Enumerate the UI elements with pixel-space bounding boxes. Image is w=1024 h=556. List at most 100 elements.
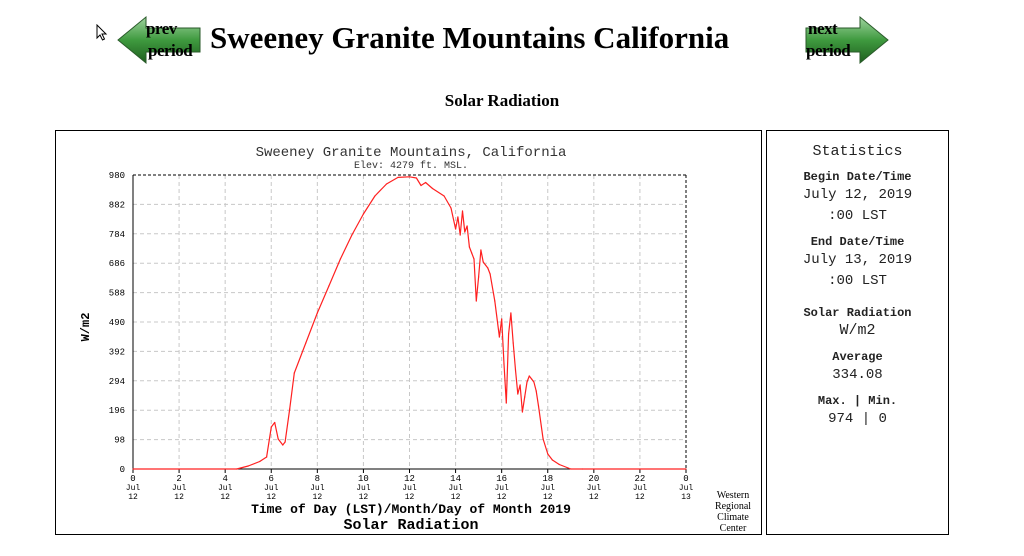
x-axis-label-2: Solar Radiation — [343, 517, 478, 534]
data-point — [473, 258, 475, 260]
x-tick-month: Jul — [172, 484, 187, 493]
x-tick-day: 12 — [497, 493, 507, 502]
data-point — [498, 336, 500, 338]
y-tick-label: 392 — [109, 347, 125, 357]
data-point — [374, 195, 376, 197]
data-point — [454, 228, 457, 230]
page-header: prev period Sweeney Granite Mountains Ca… — [0, 8, 1024, 70]
data-point — [482, 261, 484, 263]
x-tick-day: 12 — [635, 493, 645, 502]
data-point — [517, 393, 519, 395]
wrcc-credit: Western Regional Climate Center — [715, 490, 751, 534]
x-tick-hour: 6 — [269, 474, 274, 484]
y-tick-label: 588 — [109, 289, 125, 299]
prev-period-button[interactable]: prev period — [116, 14, 202, 66]
data-point — [484, 264, 487, 266]
x-tick-hour: 2 — [176, 474, 181, 484]
data-point — [266, 456, 268, 458]
credit-line: Western — [717, 490, 750, 501]
data-point — [533, 381, 535, 383]
chart-title: Sweeney Granite Mountains, California — [256, 145, 567, 161]
y-tick-label: 294 — [109, 377, 125, 387]
x-tick-day: 12 — [359, 493, 369, 502]
data-point — [284, 441, 286, 443]
x-tick-hour: 22 — [635, 474, 646, 484]
data-point — [339, 258, 341, 260]
x-tick-day: 12 — [220, 493, 230, 502]
x-tick-day: 12 — [543, 493, 553, 502]
average-value: 334.08 — [832, 367, 883, 383]
data-point — [305, 342, 307, 344]
x-tick-hour: 4 — [222, 474, 227, 484]
credit-line: Regional — [715, 501, 751, 512]
x-axis-label: Time of Day (LST)/Month/Day of Month 201… — [251, 502, 571, 517]
x-tick-month: Jul — [402, 484, 417, 493]
data-point — [450, 207, 452, 209]
x-tick-hour: 16 — [496, 474, 507, 484]
chart-subtitle: Elev: 4279 ft. MSL. — [354, 160, 468, 172]
data-point — [408, 176, 411, 178]
begin-date: July 12, 2019 — [802, 187, 913, 203]
data-point — [461, 210, 464, 212]
data-point — [316, 312, 318, 314]
section-heading: Solar Radiation — [444, 91, 560, 110]
x-tick-hour: 10 — [358, 474, 369, 484]
data-point — [547, 453, 549, 455]
data-point — [277, 438, 279, 440]
x-tick-month: Jul — [126, 484, 141, 493]
y-tick-label: 196 — [109, 406, 125, 416]
credit-line: Center — [720, 523, 747, 534]
x-tick-day: 12 — [313, 493, 323, 502]
data-point — [420, 184, 422, 187]
data-point — [526, 381, 528, 383]
data-point — [457, 216, 459, 218]
x-tick-hour: 14 — [450, 474, 461, 484]
data-point — [531, 378, 533, 380]
y-tick-label: 490 — [109, 318, 125, 328]
x-tick-month: Jul — [541, 484, 556, 493]
x-tick-hour: 8 — [315, 474, 320, 484]
credit-line: Climate — [717, 512, 749, 523]
y-tick-label: 882 — [109, 200, 125, 210]
data-point — [328, 285, 330, 287]
data-point — [132, 468, 134, 470]
data-point — [537, 405, 540, 407]
x-tick-hour: 20 — [588, 474, 599, 484]
data-point — [236, 468, 238, 470]
x-tick-day: 12 — [589, 493, 599, 502]
maxmin-value: 974 | 0 — [828, 411, 887, 427]
data-point — [558, 463, 560, 466]
x-tick-month: Jul — [633, 484, 648, 493]
x-tick-month: Jul — [587, 484, 602, 493]
next-period-button[interactable]: next period — [804, 14, 890, 66]
end-date: July 13, 2019 — [802, 252, 913, 268]
average-label: Average — [832, 350, 883, 364]
data-point — [259, 460, 261, 463]
y-tick-label: 0 — [120, 465, 125, 475]
data-point — [431, 187, 434, 190]
stats-heading: Statistics — [812, 143, 903, 160]
data-point — [521, 411, 524, 413]
data-point — [685, 468, 687, 470]
data-point — [489, 273, 491, 275]
maxmin-label: Max. | Min. — [817, 394, 898, 408]
data-point — [519, 384, 521, 386]
x-tick-month: Jul — [218, 484, 233, 493]
x-tick-month: Jul — [448, 484, 463, 493]
x-tick-month: Jul — [679, 484, 694, 493]
next-label-line2: period — [806, 41, 851, 60]
series-line — [133, 176, 686, 470]
y-tick-label: 98 — [114, 436, 125, 446]
data-point — [512, 342, 514, 344]
end-time: :00 LST — [828, 273, 887, 289]
x-tick-month: Jul — [310, 484, 325, 493]
data-point — [581, 468, 583, 470]
data-point — [270, 426, 272, 428]
x-tick-day: 13 — [681, 493, 691, 502]
data-point — [468, 246, 471, 248]
data-point — [551, 459, 553, 461]
data-point — [524, 396, 526, 398]
data-point — [507, 333, 510, 335]
y-tick-label: 980 — [109, 171, 125, 181]
variable-units: W/m2 — [839, 322, 876, 339]
